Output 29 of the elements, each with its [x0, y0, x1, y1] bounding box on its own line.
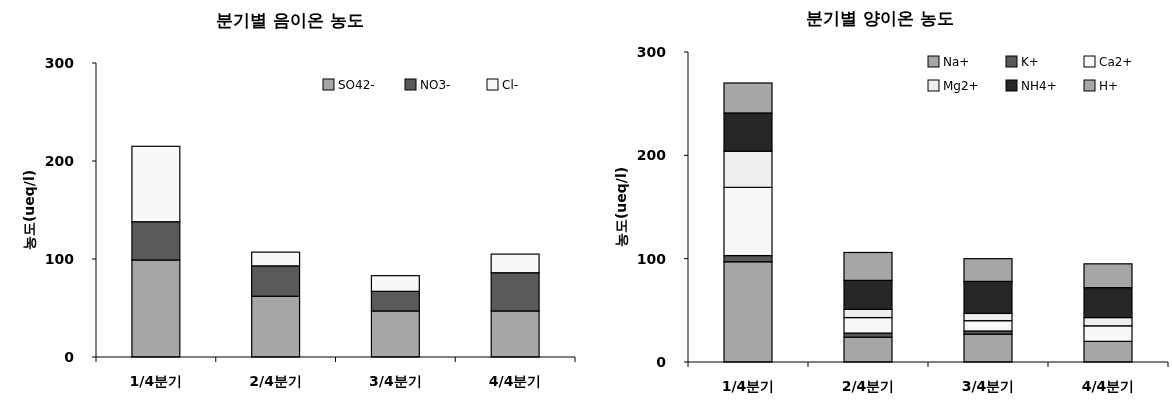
x-tick-label: 1/4분기: [129, 373, 183, 389]
legend-label: H+: [1099, 79, 1119, 94]
x-tick-label: 1/4분기: [721, 378, 775, 394]
y-tick-label: 300: [636, 43, 667, 60]
chart-title: 분기별 양이온 농도: [806, 8, 954, 28]
y-tick-label: 200: [44, 152, 75, 169]
y-tick-label: 100: [636, 250, 667, 267]
x-tick-label: 3/4분기: [961, 378, 1015, 394]
y-axis-title: 농도(ueq/l): [613, 166, 629, 248]
legend-label: Na+: [943, 55, 970, 70]
legend-label: NO3-: [420, 78, 451, 93]
y-tick-label: 0: [656, 353, 667, 370]
x-tick-label: 2/4분기: [841, 378, 895, 394]
x-tick-label: 4/4분기: [1081, 378, 1135, 394]
legend-label: Mg2+: [943, 79, 979, 94]
x-tick-label: 2/4분기: [249, 373, 302, 389]
legend-label: Ca2+: [1099, 55, 1133, 70]
x-tick-label: 3/4분기: [369, 373, 422, 389]
legend-label: SO42-: [338, 78, 375, 93]
y-tick-label: 100: [44, 250, 75, 267]
y-axis-title: 농도(ueq/l): [21, 169, 37, 251]
y-tick-label: 300: [44, 54, 75, 71]
legend-label: K+: [1021, 55, 1039, 70]
y-tick-label: 200: [636, 147, 667, 164]
y-tick-label: 0: [64, 348, 75, 365]
legend-label: NH4+: [1021, 79, 1057, 94]
chart-title: 분기별 음이온 농도: [216, 10, 364, 30]
legend-label: Cl-: [502, 78, 519, 93]
x-tick-label: 4/4분기: [488, 373, 542, 389]
